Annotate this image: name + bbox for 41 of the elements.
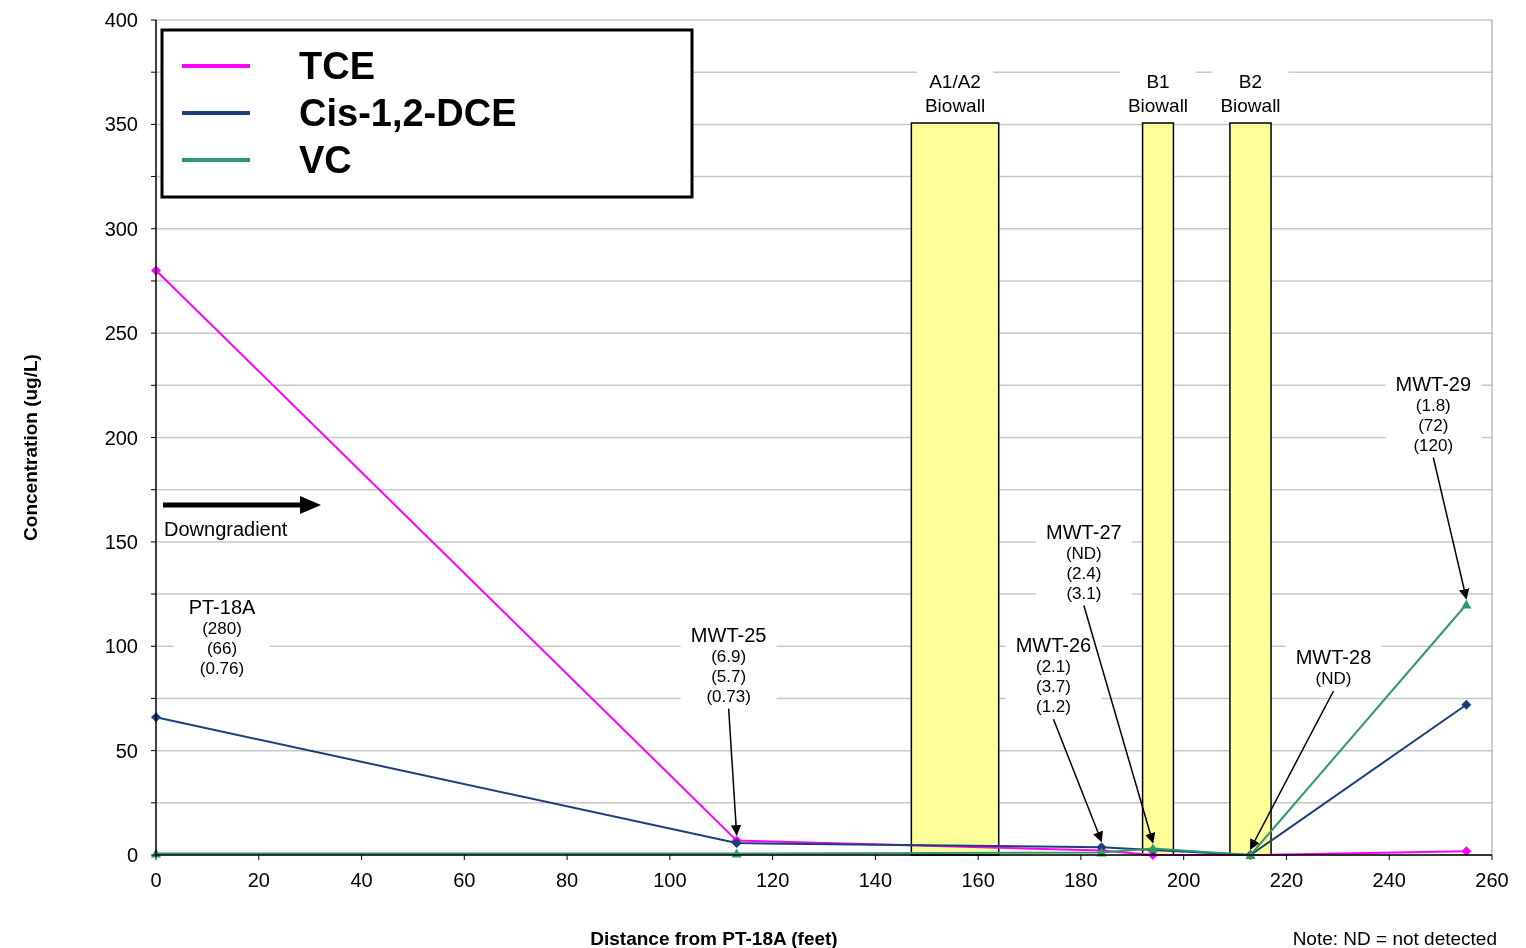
- x-tick-label: 60: [453, 869, 476, 891]
- y-tick-label: 0: [126, 844, 138, 866]
- band-label: B2 Biowall: [1220, 71, 1281, 116]
- x-tick-label: 220: [1269, 869, 1304, 891]
- annotation: MWT-29 (1.8) (72) (120): [1395, 372, 1472, 455]
- y-tick-label: 250: [104, 322, 138, 345]
- y-tick-label: 350: [104, 113, 138, 136]
- text: Note: ND = not detected: [1292, 928, 1497, 948]
- y-tick-label: 300: [104, 217, 138, 240]
- y-axis-title: Concentration (ug/L): [20, 354, 41, 541]
- annotation: PT-18A (280) (66) (0.76): [188, 596, 257, 679]
- x-tick-label: 140: [858, 869, 893, 891]
- x-tick-label: 120: [755, 869, 790, 891]
- legend-label: TCE: [299, 45, 375, 87]
- x-tick-label: 80: [555, 869, 579, 891]
- x-tick-label: 160: [961, 869, 995, 891]
- y-tick-label: 200: [104, 426, 138, 449]
- annotation: MWT-27 (ND) (2.4) (3.1): [1046, 520, 1122, 603]
- x-tick-label: 260: [1475, 869, 1509, 891]
- x-tick-label: 100: [653, 869, 687, 891]
- annotation: MWT-25 (6.9) (5.7) (0.73): [690, 623, 767, 706]
- point: [1461, 699, 1472, 710]
- y-tick-label: 400: [104, 9, 138, 31]
- point: [1461, 599, 1472, 609]
- x-tick-label: 200: [1167, 869, 1201, 891]
- band-label: A1/A2 Biowall: [924, 71, 986, 116]
- legend-label: Cis-1,2-DCE: [299, 92, 517, 134]
- band-label: B1 Biowall: [1127, 71, 1189, 116]
- x-tick-label: 20: [247, 869, 270, 891]
- y-tick-label: 150: [104, 530, 138, 553]
- annotation: Downgradient: [164, 518, 288, 540]
- x-tick-label: 240: [1372, 869, 1406, 891]
- legend-label: VC: [299, 139, 352, 181]
- x-tick-label: 180: [1064, 869, 1098, 891]
- y-tick-label: 100: [104, 635, 138, 658]
- y-tick-label: 50: [115, 739, 138, 762]
- annotation: MWT-28 (ND): [1295, 646, 1372, 688]
- point: [1461, 846, 1472, 857]
- x-tick-label: 0: [150, 869, 162, 891]
- annotation: MWT-26 (2.1) (3.7) (1.2): [1015, 634, 1092, 717]
- x-tick-label: 40: [350, 869, 373, 891]
